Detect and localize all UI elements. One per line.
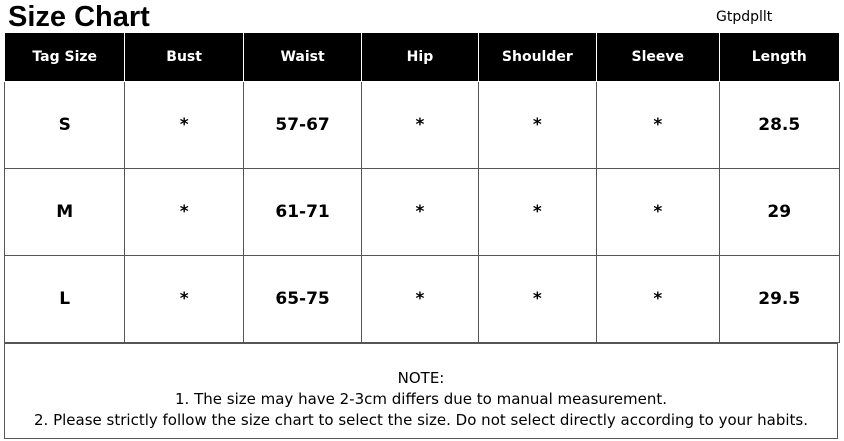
brand: Gtpdpllt (716, 9, 773, 25)
table-cell: * (477, 81, 598, 169)
table-cell: * (124, 168, 244, 256)
table-cell: M (3, 168, 126, 256)
table-cell: * (361, 168, 479, 256)
title: Size Chart (8, 1, 150, 33)
column-header: Bust (124, 32, 244, 82)
table-cell: 61-71 (242, 168, 363, 256)
column-header: Length (718, 32, 840, 82)
column-header: Waist (242, 32, 363, 82)
table-cell: L (3, 255, 126, 343)
table-cell: * (477, 255, 598, 343)
column-header: Tag Size (3, 32, 126, 82)
table-cell: 65-75 (242, 255, 363, 343)
table-cell: 57-67 (242, 81, 363, 169)
table-cell: 29 (718, 168, 840, 256)
size-table: Tag Size Bust Waist Hip Shoulder Sleeve Length… (3, 32, 840, 343)
table-cell: * (596, 81, 720, 169)
note-line: 1. The size may have 2-3cm differs due t… (175, 390, 667, 408)
table-cell: S (3, 81, 126, 169)
table-cell: 29.5 (718, 255, 840, 343)
table-row: M * 61-71 * * * 29 (3, 168, 840, 256)
table-cell: * (361, 81, 479, 169)
table-cell: * (477, 168, 598, 256)
table-cell: * (124, 255, 244, 343)
table-cell: * (124, 81, 244, 169)
note-line: 2. Please strictly follow the size chart… (34, 411, 808, 429)
table-cell: * (361, 255, 479, 343)
notes: NOTE: 1. The size may have 2-3cm differs… (4, 343, 838, 439)
table-row: S * 57-67 * * * 28.5 (3, 81, 840, 169)
column-header: Shoulder (477, 32, 598, 82)
table-row: L * 65-75 * * * 29.5 (3, 255, 840, 343)
note-heading: NOTE: (397, 369, 445, 387)
table-cell: * (596, 255, 720, 343)
column-header: Hip (361, 32, 479, 82)
column-header: Sleeve (596, 32, 720, 82)
table-cell: * (596, 168, 720, 256)
table-cell: 28.5 (718, 81, 840, 169)
